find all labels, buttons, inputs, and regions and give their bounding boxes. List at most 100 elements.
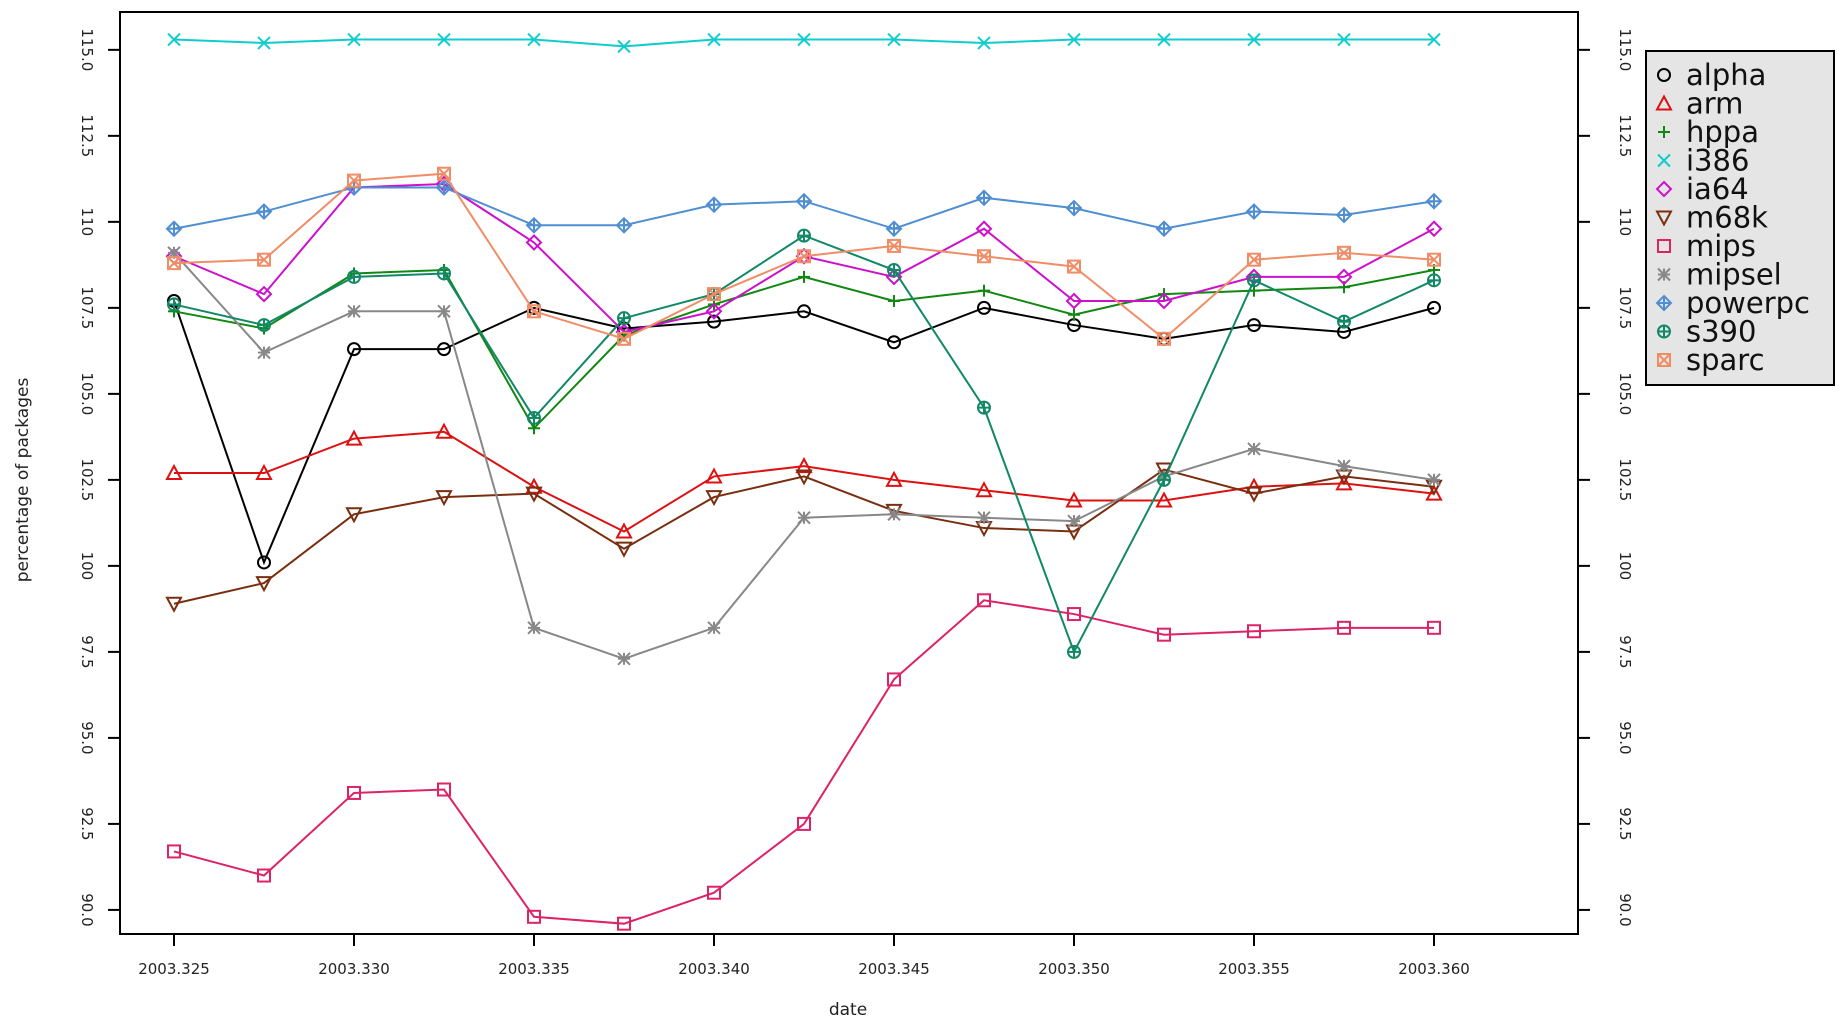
data-point-sparc: [437, 166, 451, 181]
data-point-alpha: [257, 555, 271, 570]
data-point-ia64: [525, 234, 543, 251]
data-point-ia64: [255, 285, 273, 303]
data-point-hppa: [888, 294, 900, 307]
data-point-s390: [1337, 314, 1351, 329]
y-tick-label-left: 90.0: [78, 893, 96, 926]
data-point-mips: [437, 782, 451, 797]
data-point-powerpc: [435, 179, 453, 196]
data-point-sparc: [1247, 252, 1261, 267]
data-point-powerpc: [525, 216, 543, 234]
y-axis-left: 90.0 92.5 95.0 97.5 100 102.5 105.0 107.5 110 112…: [78, 28, 120, 927]
data-point-powerpc: [615, 216, 633, 234]
data-point-i386: [167, 32, 181, 47]
data-point-s390: [797, 228, 811, 243]
data-point-powerpc: [1245, 203, 1263, 220]
y-tick-label-left: 102.5: [78, 458, 96, 501]
legend-item-hppa: hppa: [1658, 115, 1759, 149]
data-point-mipsel: [347, 304, 361, 319]
data-point-mips: [797, 816, 811, 831]
legend-marker-s390: [1657, 324, 1671, 339]
legend-marker-mipsel: [1657, 267, 1671, 282]
data-point-sparc: [527, 304, 541, 319]
series-powerpc: [165, 179, 1443, 238]
data-point-sparc: [257, 252, 271, 267]
series-i386: [167, 32, 1441, 54]
data-point-arm: [165, 463, 183, 480]
data-point-i386: [797, 32, 811, 47]
legend-marker-sparc: [1657, 353, 1671, 367]
series-alpha: [167, 293, 1441, 570]
y-tick-label-left: 107.5: [78, 286, 96, 329]
data-point-m68k: [165, 596, 183, 613]
data-point-ia64: [1065, 292, 1083, 310]
data-point-arm: [255, 463, 273, 480]
legend-item-i386: i386: [1657, 144, 1749, 178]
data-point-m68k: [1245, 486, 1263, 503]
y-tick-label-right: 102.5: [1616, 458, 1634, 501]
legend-item-mips: mips: [1657, 229, 1756, 263]
data-point-s390: [437, 266, 451, 281]
data-point-s390: [1247, 273, 1261, 288]
data-point-mipsel: [1337, 459, 1351, 473]
data-point-i386: [527, 32, 541, 47]
legend-label: ia64: [1686, 172, 1749, 206]
legend-label: hppa: [1686, 115, 1759, 149]
data-point-alpha: [887, 335, 901, 350]
y-tick-label-right: 95.0: [1616, 721, 1634, 754]
data-point-mips: [1427, 620, 1441, 635]
data-point-powerpc: [1335, 206, 1353, 224]
data-point-arm: [1065, 491, 1083, 508]
data-point-arm: [1335, 474, 1353, 491]
series-line-mipsel: [173, 252, 1435, 660]
plot-frame: [119, 11, 1579, 935]
data-point-s390: [887, 263, 901, 278]
data-point-powerpc: [975, 189, 993, 207]
data-point-sparc: [617, 331, 631, 346]
series-mipsel: [167, 246, 1441, 666]
data-point-arm: [705, 467, 723, 484]
data-point-powerpc: [1065, 199, 1083, 217]
data-point-s390: [257, 318, 271, 333]
data-point-sparc: [347, 173, 361, 188]
data-point-mips: [167, 844, 181, 859]
data-point-mipsel: [1067, 514, 1081, 528]
data-point-arm: [615, 522, 633, 539]
legend-marker-hppa: [1658, 126, 1670, 138]
legend-item-mipsel: mipsel: [1657, 258, 1782, 292]
series-hppa: [168, 264, 1440, 435]
data-point-m68k: [705, 490, 723, 507]
y-tick-label-right: 92.5: [1616, 807, 1634, 840]
data-point-mipsel: [437, 304, 451, 319]
data-point-sparc: [707, 287, 721, 302]
data-point-i386: [887, 32, 901, 47]
data-point-i386: [977, 36, 991, 50]
x-tick-label: 2003.345: [858, 960, 930, 978]
x-tick-label: 2003.330: [318, 960, 390, 978]
series-m68k: [165, 462, 1443, 613]
data-point-mips: [707, 885, 721, 900]
data-point-arm: [975, 481, 993, 498]
data-point-mips: [1247, 624, 1261, 639]
y-tick-label-right: 107.5: [1616, 286, 1634, 329]
legend-label: powerpc: [1686, 286, 1810, 320]
x-tick-label: 2003.355: [1218, 960, 1290, 978]
data-point-hppa: [1068, 308, 1080, 321]
data-point-powerpc: [255, 203, 273, 220]
y-tick-label-right: 97.5: [1616, 635, 1634, 668]
y-axis-right: 90.0 92.5 95.0 97.5 100 102.5 105.0 107.5 110 112…: [1578, 28, 1634, 927]
legend-box: [1645, 50, 1835, 386]
data-point-i386: [437, 32, 451, 47]
data-point-m68k: [525, 486, 543, 503]
data-point-sparc: [167, 256, 181, 271]
data-point-alpha: [347, 342, 361, 357]
data-point-alpha: [707, 314, 721, 329]
data-point-mipsel: [797, 511, 811, 525]
data-point-mips: [527, 909, 541, 924]
data-point-i386: [257, 36, 271, 50]
legend-label: s390: [1686, 315, 1756, 349]
data-point-powerpc: [795, 192, 813, 210]
legend-item-m68k: m68k: [1655, 201, 1768, 235]
data-point-mips: [257, 868, 271, 883]
